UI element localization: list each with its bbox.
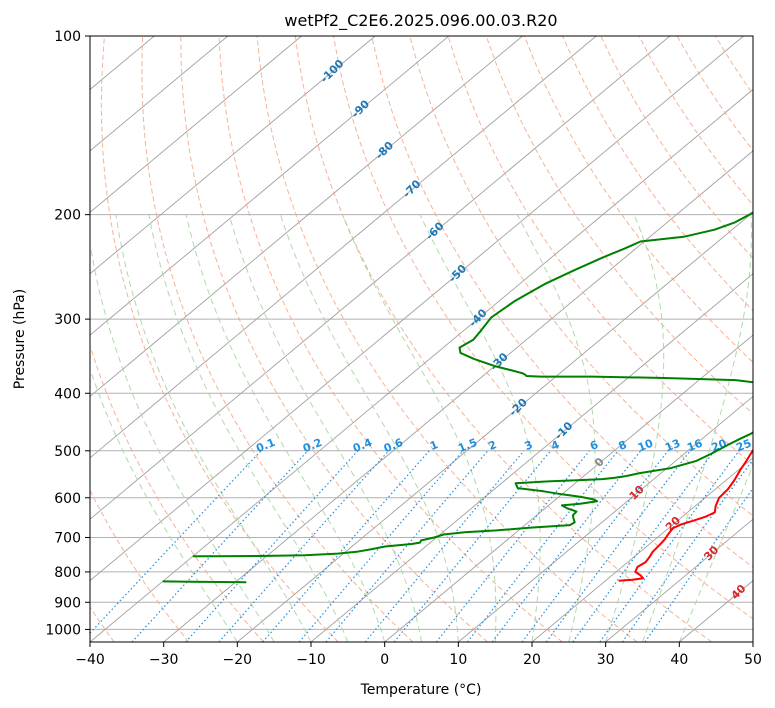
moist-adiabat-line bbox=[228, 214, 422, 642]
mixing-ratio-line bbox=[621, 458, 753, 642]
isotherm-line bbox=[531, 457, 753, 642]
isotherm-line bbox=[605, 518, 753, 642]
y-tick-label: 400 bbox=[54, 386, 81, 402]
dry-adiabat-line bbox=[754, 36, 775, 642]
mixing-ratio-line bbox=[521, 450, 669, 642]
mixing-ratio-label: 20 bbox=[710, 437, 729, 455]
isotherm-line bbox=[90, 36, 302, 213]
x-axis: −40 −30 −20 −10 0 10 20 30 40 50 bbox=[75, 642, 762, 668]
dry-adiabat-line bbox=[218, 36, 563, 642]
x-tick-label: 20 bbox=[523, 652, 541, 668]
isotherm-line bbox=[90, 88, 753, 642]
x-tick-label: 50 bbox=[744, 652, 762, 668]
isotherm-line bbox=[384, 334, 753, 642]
dry-adiabat-line bbox=[333, 36, 753, 620]
isotherm-line bbox=[90, 36, 744, 582]
mixing-ratio-line bbox=[90, 450, 262, 635]
y-tick-label: 900 bbox=[54, 595, 81, 611]
x-tick-label: 10 bbox=[449, 652, 467, 668]
x-tick-label: −40 bbox=[75, 652, 105, 668]
moist-adiabat-line bbox=[419, 214, 541, 642]
isotherm-line bbox=[752, 641, 753, 642]
isotherm-line bbox=[0, 36, 7, 642]
moist-adiabat-line bbox=[342, 214, 497, 642]
mixing-ratio-label: 25 bbox=[734, 437, 753, 455]
y-tick-label: 200 bbox=[54, 208, 81, 224]
dry-adiabat-line bbox=[100, 36, 339, 642]
isotherm-line bbox=[237, 211, 753, 642]
isotherm-line bbox=[458, 395, 753, 642]
dry-adiabat-line bbox=[447, 36, 753, 466]
mixing-ratio-line bbox=[364, 450, 525, 642]
chart-title: wetPf2_C2E6.2025.096.00.03.R20 bbox=[284, 11, 557, 31]
background-lines bbox=[0, 36, 775, 642]
mixing-ratio-line bbox=[644, 487, 753, 642]
dewpoint-lower-line bbox=[162, 580, 247, 584]
y-tick-label: 500 bbox=[54, 444, 81, 460]
x-tick-label: −10 bbox=[296, 652, 326, 668]
moist-adiabat-line bbox=[516, 214, 596, 642]
isotherm-line bbox=[90, 36, 671, 520]
moist-adiabat-line bbox=[90, 367, 238, 642]
mixing-ratio-label: 3 bbox=[523, 438, 535, 453]
x-tick-label: −30 bbox=[149, 652, 179, 668]
mixing-ratio-label: 30 bbox=[755, 437, 774, 455]
isotherm-line bbox=[90, 36, 450, 336]
isotherm-line bbox=[90, 36, 376, 275]
x-tick-label: −20 bbox=[223, 652, 253, 668]
mixing-ratio-label: 10 bbox=[636, 437, 655, 455]
mixing-ratio-line bbox=[131, 450, 309, 642]
dry-adiabat-line bbox=[180, 36, 488, 642]
y-tick-label: 1000 bbox=[45, 622, 81, 638]
isotherm-line bbox=[90, 36, 523, 398]
mixing-ratio-line bbox=[393, 450, 552, 642]
mixing-ratio-label: 8 bbox=[617, 438, 629, 453]
y-axis-title: Pressure (hPa) bbox=[12, 289, 28, 389]
isotherm-line bbox=[90, 36, 229, 152]
mixing-ratio-line bbox=[599, 450, 740, 642]
dry-adiabat-line bbox=[141, 36, 414, 642]
moist-adiabat-line bbox=[115, 214, 312, 642]
y-tick-label: 700 bbox=[54, 531, 81, 547]
dry-adiabat-line bbox=[294, 36, 712, 642]
dry-adiabat-line bbox=[256, 36, 638, 642]
mixing-ratio-line bbox=[185, 450, 359, 642]
moist-adiabat-line bbox=[90, 240, 275, 642]
temperature-line bbox=[618, 448, 753, 582]
y-tick-label: 300 bbox=[54, 312, 81, 328]
plot-frame bbox=[89, 35, 754, 643]
mixing-ratio-line bbox=[435, 450, 590, 642]
isotherm-line bbox=[90, 36, 597, 459]
mixing-ratio-label: 2 bbox=[487, 438, 499, 453]
dry-adiabat-line bbox=[371, 36, 753, 568]
dry-adiabat-line bbox=[523, 36, 753, 363]
moist-adiabat-line bbox=[678, 463, 753, 642]
x-axis-title: Temperature (°C) bbox=[360, 682, 482, 698]
dry-adiabat-line bbox=[90, 343, 264, 642]
mixing-ratio-label: 13 bbox=[663, 437, 682, 455]
y-tick-label: 800 bbox=[54, 565, 81, 581]
mixing-ratio-line bbox=[218, 450, 390, 642]
isotherm-line bbox=[310, 273, 753, 642]
mixing-ratio-line bbox=[572, 450, 715, 642]
y-tick-label: 600 bbox=[54, 491, 81, 507]
mixing-ratio-line bbox=[325, 450, 489, 642]
y-axis: 100 200 300 400 500 600 700 800 900 1000 bbox=[45, 29, 90, 638]
x-tick-label: 30 bbox=[597, 652, 615, 668]
x-tick-label: 40 bbox=[670, 652, 688, 668]
moist-adiabat-line bbox=[642, 214, 753, 642]
mixing-ratio-label: 1 bbox=[428, 438, 440, 453]
dry-adiabat-line bbox=[409, 36, 753, 517]
moist-adiabat-line bbox=[279, 214, 459, 642]
x-tick-label: 0 bbox=[380, 652, 389, 668]
mixing-ratio-label: 16 bbox=[685, 437, 704, 455]
dewpoint-line bbox=[192, 211, 753, 558]
mixing-ratio-line bbox=[545, 450, 691, 642]
dry-adiabat-line bbox=[562, 36, 753, 312]
isotherm-line bbox=[163, 150, 753, 642]
y-tick-label: 100 bbox=[54, 29, 81, 45]
profile-series bbox=[162, 211, 753, 584]
